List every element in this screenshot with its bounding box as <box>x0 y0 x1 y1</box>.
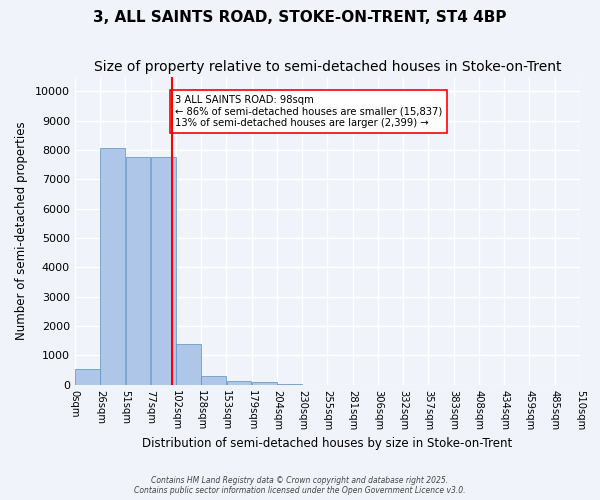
Text: 3, ALL SAINTS ROAD, STOKE-ON-TRENT, ST4 4BP: 3, ALL SAINTS ROAD, STOKE-ON-TRENT, ST4 … <box>93 10 507 25</box>
Text: 3 ALL SAINTS ROAD: 98sqm
← 86% of semi-detached houses are smaller (15,837)
13% : 3 ALL SAINTS ROAD: 98sqm ← 86% of semi-d… <box>175 95 442 128</box>
Text: Contains HM Land Registry data © Crown copyright and database right 2025.
Contai: Contains HM Land Registry data © Crown c… <box>134 476 466 495</box>
Bar <box>277 384 302 385</box>
Bar <box>252 382 277 385</box>
X-axis label: Distribution of semi-detached houses by size in Stoke-on-Trent: Distribution of semi-detached houses by … <box>142 437 512 450</box>
Bar <box>100 148 125 385</box>
Bar <box>75 368 100 385</box>
Bar <box>202 376 226 385</box>
Y-axis label: Number of semi-detached properties: Number of semi-detached properties <box>15 122 28 340</box>
Bar <box>151 158 176 385</box>
Title: Size of property relative to semi-detached houses in Stoke-on-Trent: Size of property relative to semi-detach… <box>94 60 561 74</box>
Bar <box>227 380 251 385</box>
Bar <box>176 344 201 385</box>
Bar <box>125 158 151 385</box>
